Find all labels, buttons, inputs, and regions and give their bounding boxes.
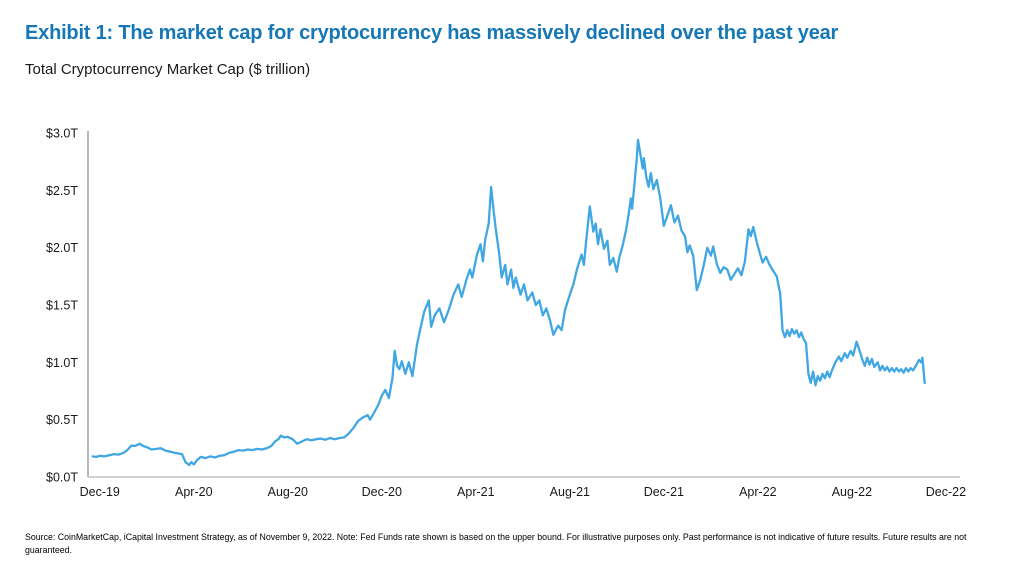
x-axis-tick-label: Dec-21: [644, 485, 684, 499]
y-axis-tick-label: $2.5T: [46, 184, 78, 198]
y-axis-tick-label: $2.0T: [46, 241, 78, 255]
x-axis-tick-label: Dec-19: [80, 485, 120, 499]
x-axis-tick-label: Dec-22: [926, 485, 966, 499]
y-axis-tick-label: $0.5T: [46, 413, 78, 427]
y-axis-tick-label: $1.0T: [46, 356, 78, 370]
x-axis-tick-label: Aug-22: [832, 485, 872, 499]
y-axis-tick-label: $3.0T: [46, 127, 78, 141]
y-axis-tick-label: $1.5T: [46, 299, 78, 313]
market-cap-line: [91, 138, 926, 467]
source-note: Source: CoinMarketCap, iCapital Investme…: [25, 532, 967, 556]
x-axis-tick-label: Aug-21: [550, 485, 590, 499]
exhibit-title: Exhibit 1: The market cap for cryptocurr…: [25, 22, 839, 44]
x-axis-tick-label: Apr-22: [739, 485, 777, 499]
x-axis-tick-label: Aug-20: [268, 485, 308, 499]
x-axis-tick-label: Apr-20: [175, 485, 213, 499]
chart-subtitle: Total Cryptocurrency Market Cap ($ trill…: [25, 61, 311, 78]
y-axis-tick-label: $0.0T: [46, 471, 78, 485]
x-axis-tick-label: Dec-20: [362, 485, 402, 499]
x-axis-tick-label: Apr-21: [457, 485, 495, 499]
